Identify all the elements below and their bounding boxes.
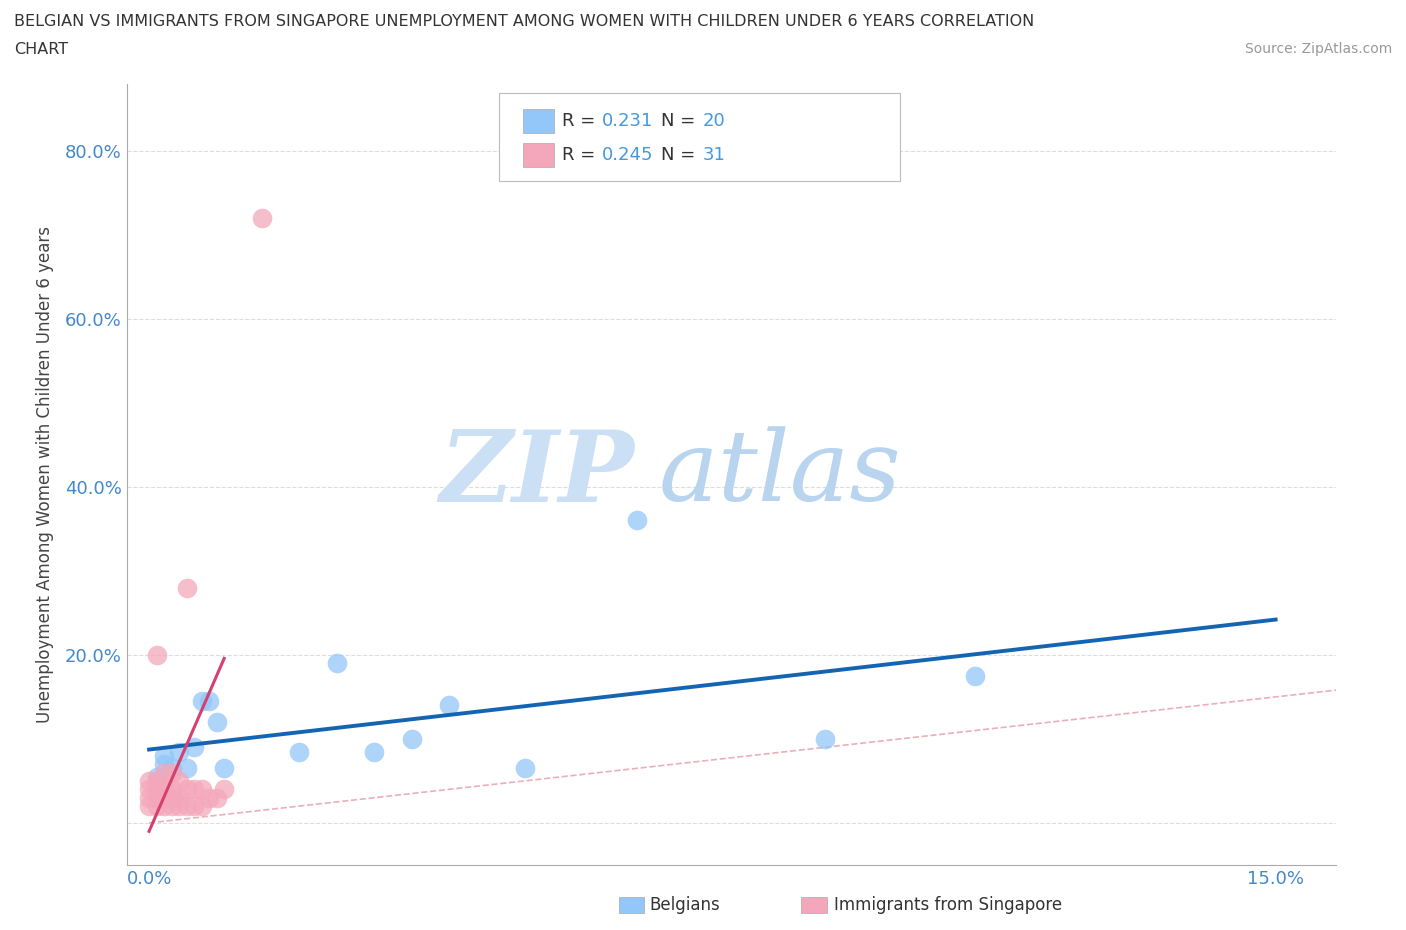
- Point: [205, 714, 228, 729]
- Point: [176, 799, 198, 814]
- Text: Source: ZipAtlas.com: Source: ZipAtlas.com: [1244, 42, 1392, 56]
- Point: [145, 790, 167, 805]
- Point: [160, 799, 183, 814]
- Text: CHART: CHART: [14, 42, 67, 57]
- Point: [965, 669, 987, 684]
- Point: [190, 782, 212, 797]
- Point: [167, 799, 190, 814]
- Point: [153, 782, 176, 797]
- Point: [176, 580, 198, 595]
- Point: [145, 799, 167, 814]
- Text: BELGIAN VS IMMIGRANTS FROM SINGAPORE UNEMPLOYMENT AMONG WOMEN WITH CHILDREN UNDE: BELGIAN VS IMMIGRANTS FROM SINGAPORE UNE…: [14, 14, 1035, 29]
- Text: R =: R =: [562, 146, 602, 165]
- Point: [138, 790, 160, 805]
- Y-axis label: Unemployment Among Women with Children Under 6 years: Unemployment Among Women with Children U…: [35, 226, 53, 723]
- Point: [183, 740, 205, 755]
- Point: [160, 765, 183, 780]
- Point: [145, 782, 167, 797]
- Point: [167, 790, 190, 805]
- Point: [626, 513, 648, 528]
- Point: [250, 211, 273, 226]
- Point: [160, 790, 183, 805]
- Point: [401, 732, 423, 747]
- Text: atlas: atlas: [658, 427, 901, 522]
- Point: [326, 656, 349, 671]
- Point: [153, 790, 176, 805]
- Text: 20: 20: [703, 112, 725, 130]
- Point: [160, 761, 183, 776]
- Point: [198, 694, 221, 709]
- Point: [439, 698, 461, 712]
- Point: [153, 799, 176, 814]
- Text: Immigrants from Singapore: Immigrants from Singapore: [834, 896, 1062, 914]
- Point: [190, 694, 212, 709]
- Point: [167, 774, 190, 789]
- Text: ZIP: ZIP: [440, 426, 634, 523]
- Point: [153, 765, 176, 780]
- Point: [205, 790, 228, 805]
- Point: [138, 782, 160, 797]
- Point: [198, 790, 221, 805]
- Point: [183, 799, 205, 814]
- Point: [145, 647, 167, 662]
- Text: 0.245: 0.245: [602, 146, 654, 165]
- Point: [288, 744, 311, 759]
- Point: [160, 782, 183, 797]
- Point: [183, 782, 205, 797]
- Point: [363, 744, 385, 759]
- Text: N =: N =: [661, 146, 700, 165]
- Point: [153, 749, 176, 764]
- Text: 31: 31: [703, 146, 725, 165]
- Point: [145, 769, 167, 784]
- Text: N =: N =: [661, 112, 700, 130]
- Text: 0.231: 0.231: [602, 112, 654, 130]
- Point: [167, 744, 190, 759]
- Point: [513, 761, 536, 776]
- Point: [814, 732, 837, 747]
- Point: [176, 782, 198, 797]
- Point: [212, 782, 235, 797]
- Point: [138, 774, 160, 789]
- Text: R =: R =: [562, 112, 602, 130]
- Point: [153, 757, 176, 772]
- Point: [212, 761, 235, 776]
- Point: [176, 761, 198, 776]
- Text: Belgians: Belgians: [650, 896, 720, 914]
- Point: [145, 774, 167, 789]
- Point: [138, 799, 160, 814]
- Point: [190, 799, 212, 814]
